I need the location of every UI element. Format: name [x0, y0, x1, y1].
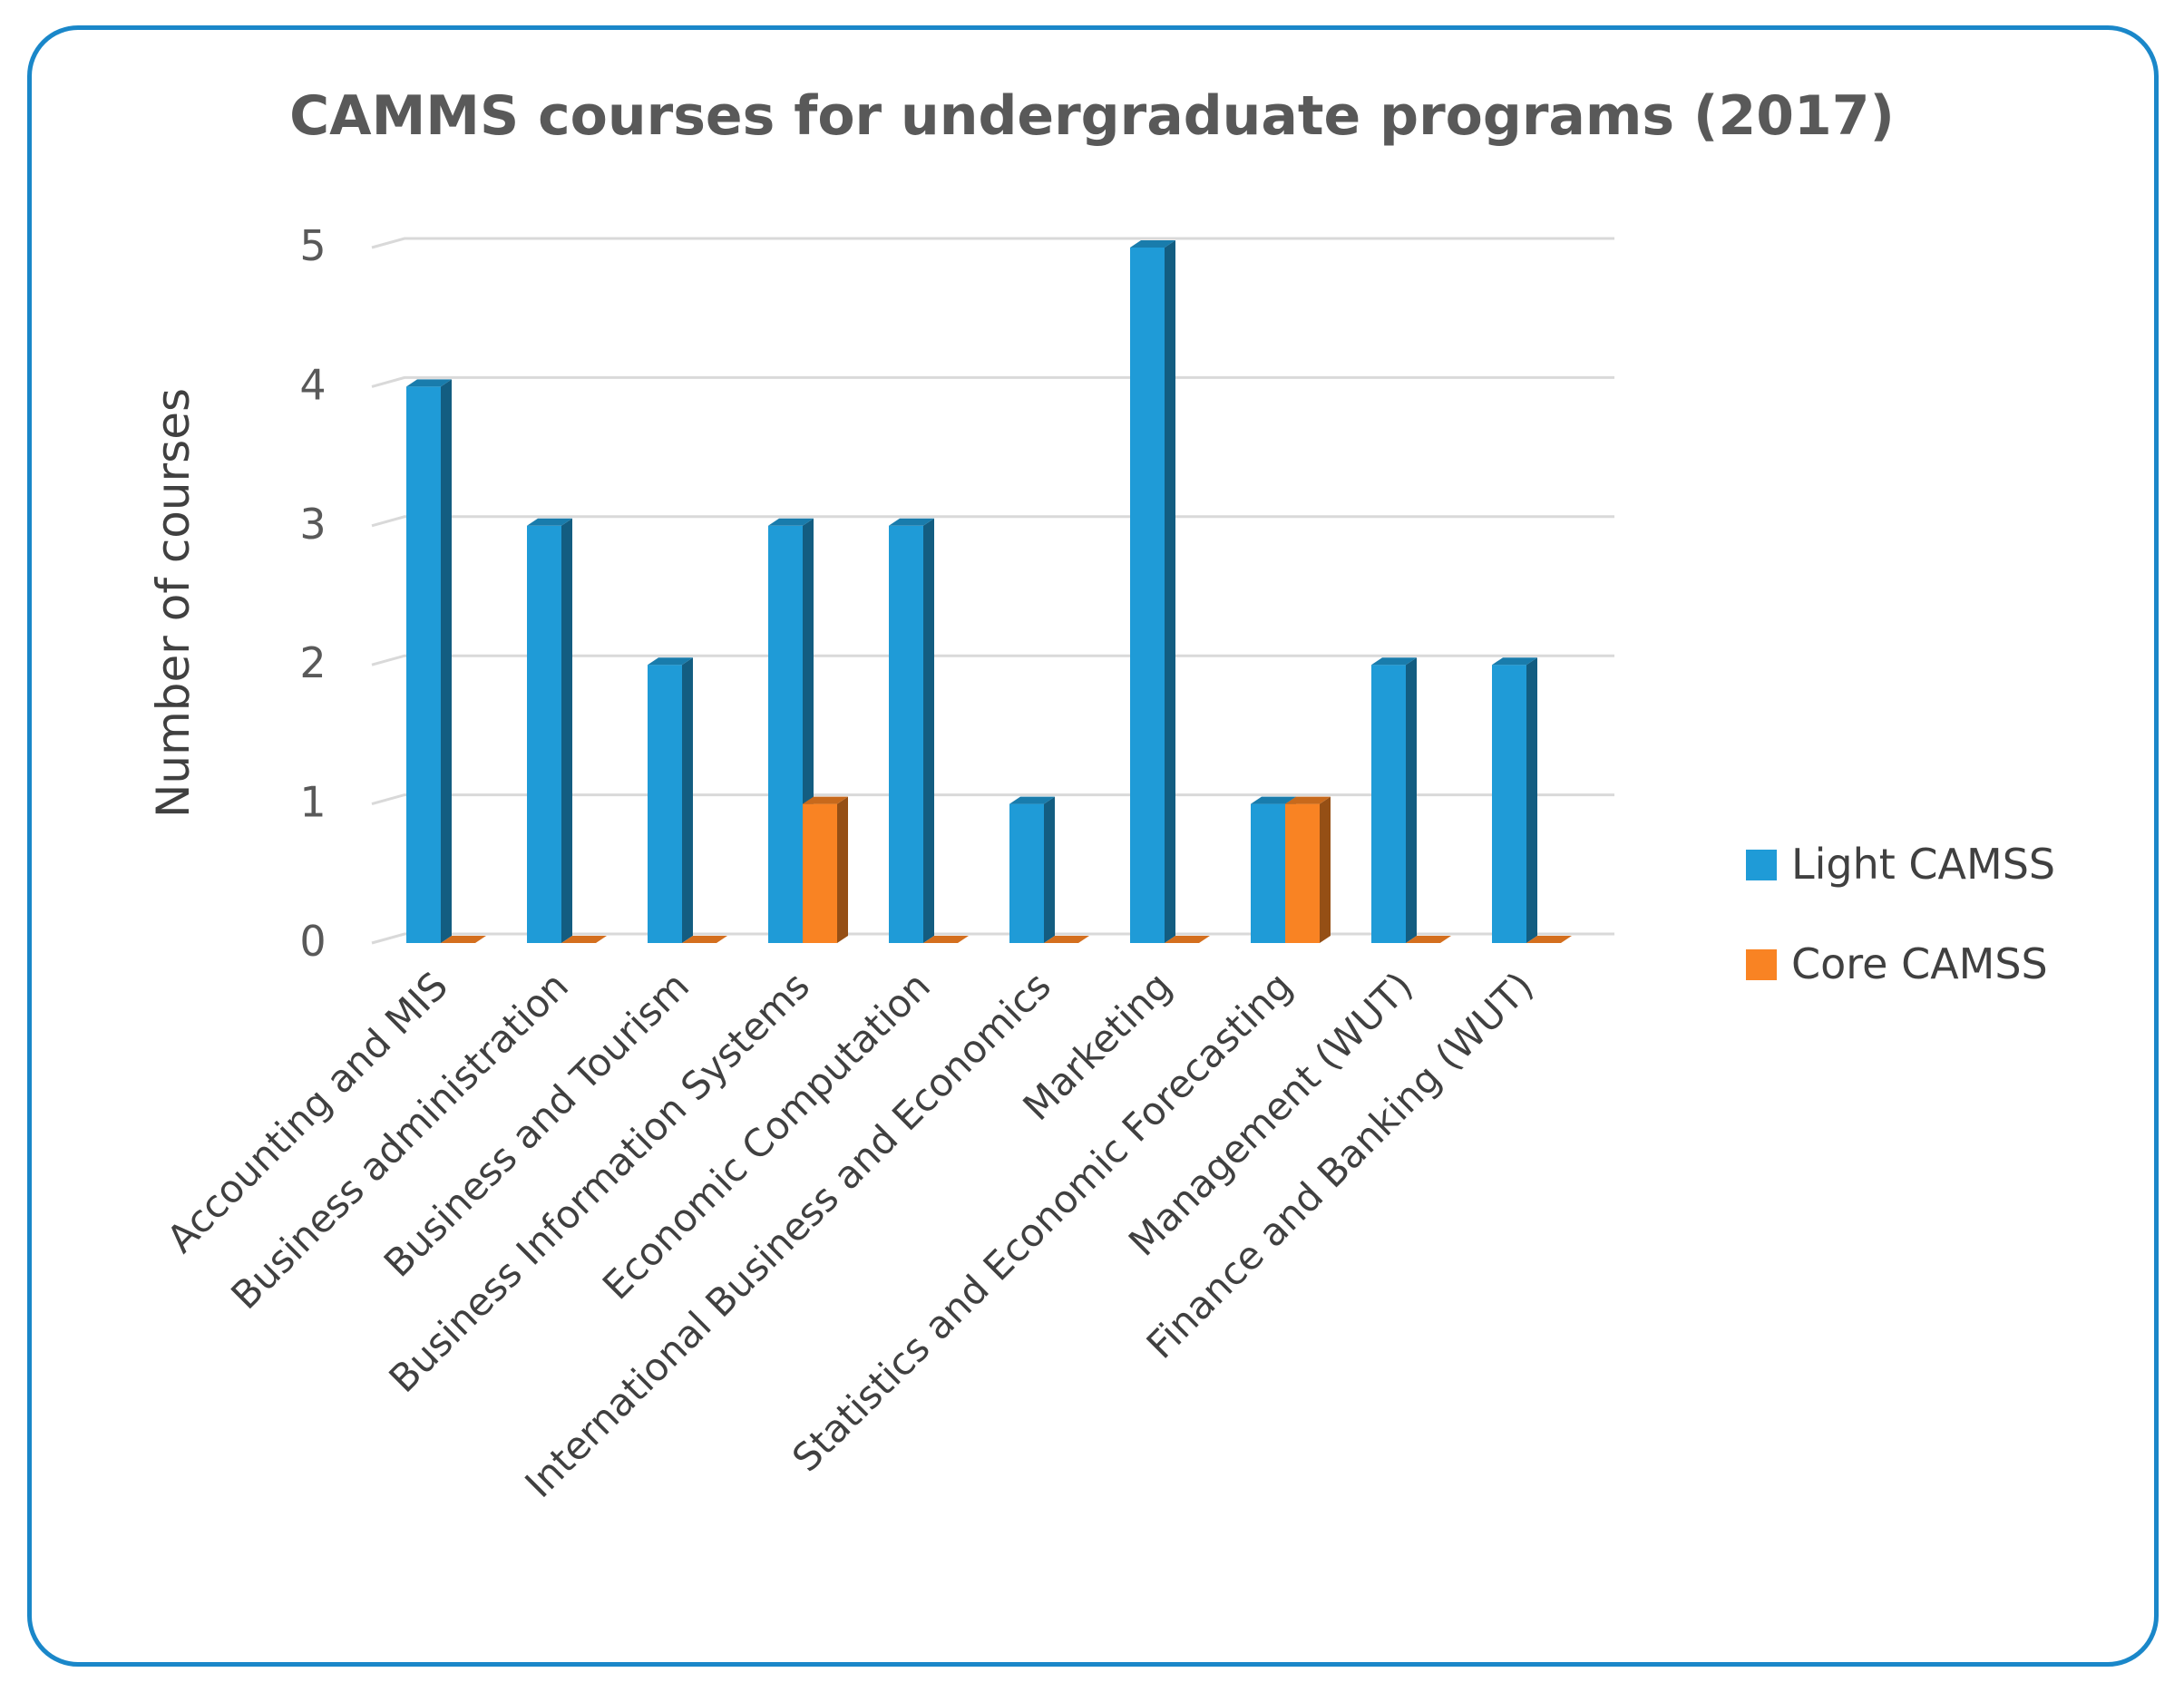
gridline-2: [371, 654, 1614, 666]
bar-top: [803, 796, 848, 804]
bar-core-camss-0: [441, 936, 486, 943]
legend-label: Light CAMSS: [1791, 840, 2055, 889]
y-tick-label: 5: [299, 221, 326, 270]
y-axis-title: Number of courses: [147, 388, 200, 818]
gridline-1: [371, 793, 1614, 806]
bars: [406, 240, 1572, 943]
bar-front: [1285, 803, 1320, 943]
bar-front: [527, 525, 561, 943]
bar-front: [648, 665, 682, 943]
gridline-4: [371, 375, 1614, 388]
chart-frame: [27, 25, 2159, 1667]
bar-core-camss-8: [1406, 936, 1451, 943]
bar-front: [1130, 248, 1165, 943]
bar-light-camss-8: [1371, 657, 1417, 943]
legend-swatch: [1746, 850, 1777, 880]
y-tick-label: 3: [299, 500, 326, 549]
bar-zero-top: [923, 936, 969, 943]
bar-side: [1526, 657, 1537, 943]
bar-side: [682, 657, 693, 943]
bar-light-camss-4: [889, 518, 934, 943]
bar-side: [1044, 796, 1055, 943]
bar-front: [406, 386, 441, 943]
bar-front: [768, 525, 803, 943]
bar-front: [1492, 665, 1526, 943]
y-tick-label: 4: [299, 360, 326, 409]
legend-item-core-camss: Core CAMSS: [1746, 939, 2048, 988]
bar-zero-top: [441, 936, 486, 943]
gridline-0: [371, 932, 1614, 945]
bar-top: [648, 657, 693, 666]
bar-front: [1251, 803, 1285, 943]
legend: Light CAMSS Core CAMSS: [1746, 840, 2055, 988]
bar-core-camss-6: [1165, 936, 1210, 943]
bar-light-camss-2: [648, 657, 693, 943]
bar-top: [1009, 796, 1055, 804]
chart-title: CAMMS courses for undergraduate programs…: [289, 84, 1895, 148]
gridline-3: [371, 515, 1614, 528]
bar-top: [1371, 657, 1417, 666]
bar-top: [1492, 657, 1537, 666]
bar-side: [923, 518, 934, 943]
bar-top: [1251, 796, 1296, 804]
bar-light-camss-1: [527, 518, 572, 943]
gridlines: [371, 237, 1614, 945]
bar-side: [1165, 240, 1175, 943]
bar-zero-top: [1044, 936, 1089, 943]
bar-light-camss-9: [1492, 657, 1537, 943]
bar-light-camss-6: [1130, 240, 1175, 943]
bar-front: [1371, 665, 1406, 943]
y-axis-ticks: 0 1 2 3 4 5: [299, 221, 326, 966]
bar-core-camss-9: [1526, 936, 1572, 943]
bar-zero-top: [682, 936, 727, 943]
bar-core-camss-4: [923, 936, 969, 943]
bar-zero-top: [1406, 936, 1451, 943]
bar-core-camss-7: [1285, 796, 1331, 943]
bar-side: [1320, 796, 1331, 943]
bar-core-camss-1: [561, 936, 607, 943]
y-tick-label: 0: [299, 917, 326, 966]
bar-core-camss-3: [803, 796, 848, 943]
bar-side: [1406, 657, 1417, 943]
bar-zero-top: [561, 936, 607, 943]
bar-top: [1130, 240, 1175, 248]
bar-top: [527, 518, 572, 526]
bar-top: [1285, 796, 1331, 804]
bar-core-camss-5: [1044, 936, 1089, 943]
bar-side: [837, 796, 848, 943]
bar-light-camss-5: [1009, 796, 1055, 943]
bar-zero-top: [1165, 936, 1210, 943]
bar-front: [889, 525, 923, 943]
bar-side: [561, 518, 572, 943]
bar-top: [768, 518, 814, 526]
legend-label: Core CAMSS: [1791, 939, 2048, 988]
y-tick-label: 1: [299, 778, 326, 827]
bar-front: [803, 803, 837, 943]
bar-zero-top: [1526, 936, 1572, 943]
bar-front: [1009, 803, 1044, 943]
bar-side: [441, 379, 452, 943]
bar-top: [889, 518, 934, 526]
legend-item-light-camss: Light CAMSS: [1746, 840, 2055, 889]
bar-core-camss-2: [682, 936, 727, 943]
bar-top: [406, 379, 452, 387]
y-tick-label: 2: [299, 638, 326, 687]
bar-light-camss-0: [406, 379, 452, 943]
legend-swatch: [1746, 949, 1777, 980]
gridline-5: [371, 237, 1614, 249]
